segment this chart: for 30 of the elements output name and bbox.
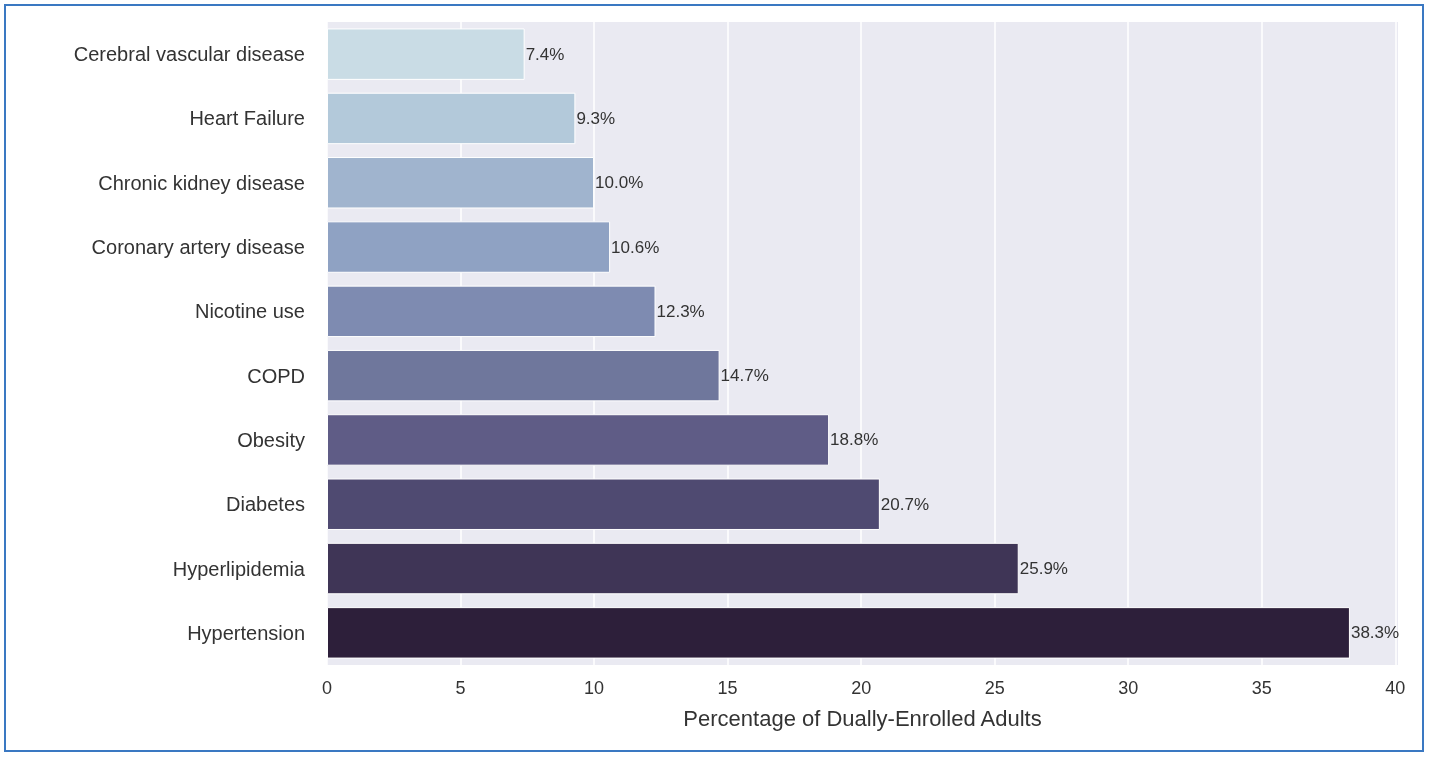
x-tick-label: 0 bbox=[321, 678, 333, 698]
y-tick-label: Coronary artery disease bbox=[91, 236, 305, 259]
data-label: 25.9% bbox=[1019, 559, 1068, 579]
data-label: 20.7% bbox=[880, 494, 930, 514]
data-label: 12.3% bbox=[656, 301, 705, 321]
x-tick-label: 40 bbox=[1385, 678, 1406, 698]
data-label: 10.0% bbox=[595, 173, 644, 193]
data-label: 38.3% bbox=[1350, 623, 1400, 643]
y-tick-label: Diabetes bbox=[226, 493, 305, 516]
data-label: 14.7% bbox=[720, 366, 769, 386]
x-tick-label: 20 bbox=[851, 678, 872, 698]
x-tick-label: 10 bbox=[584, 678, 605, 698]
y-tick-label: Nicotine use bbox=[194, 300, 305, 323]
data-label: 9.3% bbox=[576, 108, 616, 128]
y-tick-label: Chronic kidney disease bbox=[98, 171, 305, 194]
y-tick-label: Heart Failure bbox=[189, 107, 305, 130]
data-label: 18.8% bbox=[830, 430, 879, 450]
y-tick-label: Cerebral vascular disease bbox=[73, 43, 305, 66]
data-label: 10.6% bbox=[611, 237, 660, 257]
data-label: 7.4% bbox=[525, 44, 565, 64]
x-tick-label: 5 bbox=[455, 678, 466, 698]
y-tick-label: Hypertension bbox=[187, 621, 305, 644]
x-axis-title: Percentage of Dually-Enrolled Adults bbox=[683, 705, 1042, 731]
x-tick-label: 15 bbox=[717, 678, 738, 698]
x-tick-label: 25 bbox=[984, 678, 1005, 698]
x-tick-label: 30 bbox=[1118, 678, 1139, 698]
y-tick-label: Hyperlipidemia bbox=[172, 557, 306, 580]
y-tick-label: Obesity bbox=[237, 428, 305, 451]
y-tick-label: COPD bbox=[247, 364, 305, 387]
x-tick-label: 35 bbox=[1251, 678, 1272, 698]
